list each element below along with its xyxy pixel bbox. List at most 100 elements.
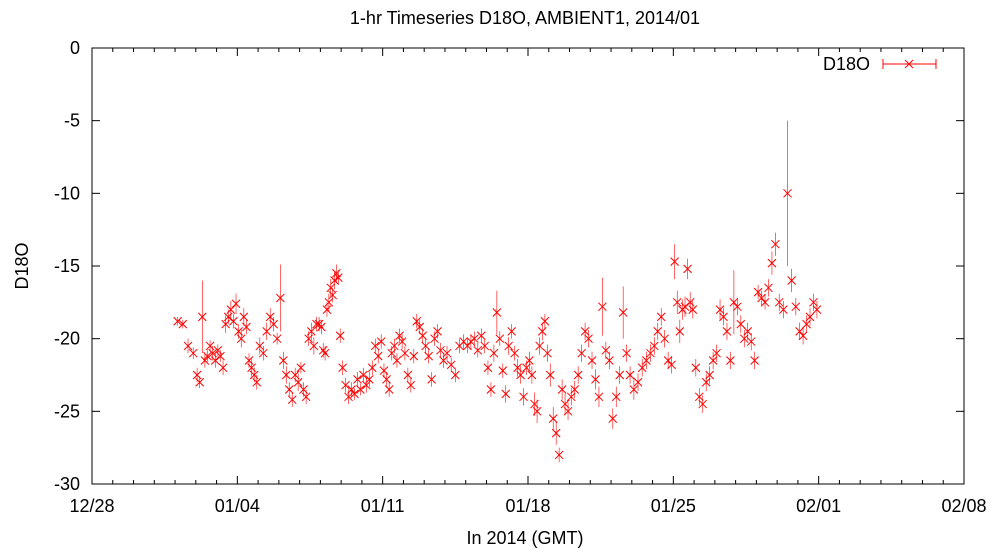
data-point — [611, 386, 621, 407]
data-point — [519, 388, 528, 406]
data-point — [236, 329, 246, 348]
data-point — [495, 331, 505, 346]
data-point — [694, 388, 704, 406]
x-tick-label: 01/04 — [215, 496, 260, 516]
data-point — [328, 287, 338, 303]
data-point — [548, 406, 558, 431]
chart-title: 1-hr Timeseries D18O, AMBIENT1, 2014/01 — [350, 8, 700, 28]
data-point — [178, 319, 188, 329]
data-point — [633, 373, 643, 391]
data-point — [580, 322, 590, 341]
data-point — [284, 382, 294, 397]
data-point — [653, 322, 663, 341]
data-point — [324, 293, 334, 312]
data-point — [722, 322, 732, 341]
legend-label-d18o: D18O — [823, 54, 870, 74]
data-point — [470, 331, 479, 346]
data-point — [663, 351, 673, 370]
data-point — [812, 300, 822, 319]
data-point — [406, 377, 416, 393]
data-point — [424, 348, 433, 364]
data-point — [767, 251, 777, 275]
data-point — [229, 313, 238, 329]
data-point — [598, 277, 607, 336]
data-point — [787, 268, 797, 293]
data-point — [376, 334, 386, 349]
data-point — [660, 329, 670, 348]
x-tick-label: 01/11 — [361, 496, 405, 516]
data-point — [795, 322, 804, 341]
x-axis: 12/28 01/04 01/11 01/18 01/25 02/01 02/08 — [69, 48, 987, 516]
data-point — [715, 299, 725, 320]
data-point — [350, 388, 359, 400]
y-tick-label: -10 — [54, 183, 80, 203]
data-point — [188, 347, 198, 360]
data-point — [698, 395, 708, 413]
data-point — [507, 324, 517, 339]
data-point — [743, 322, 753, 341]
data-point — [736, 315, 746, 333]
data-point — [210, 353, 220, 368]
data-point — [287, 392, 297, 407]
data-point — [353, 372, 362, 387]
data-point — [216, 350, 225, 362]
data-point — [712, 344, 721, 362]
data-point — [732, 297, 742, 316]
data-point — [809, 293, 818, 312]
data-point — [486, 382, 496, 397]
data-point — [195, 376, 205, 389]
data-point — [218, 360, 228, 375]
data-point — [400, 345, 410, 361]
data-point — [203, 350, 212, 362]
x-tick-label: 12/28 — [69, 496, 114, 516]
data-point — [691, 359, 701, 377]
data-point — [373, 348, 383, 364]
data-point — [258, 345, 268, 361]
data-point — [656, 308, 666, 326]
data-point — [601, 341, 611, 360]
data-point — [570, 380, 580, 399]
data-point — [335, 328, 345, 344]
data-point — [757, 290, 766, 306]
data-point — [338, 360, 347, 375]
data-point — [516, 366, 525, 384]
y-axis: 0 -5 -10 -15 -20 -25 -30 — [54, 38, 964, 494]
data-point — [591, 369, 600, 390]
data-point — [418, 328, 428, 344]
data-point — [492, 290, 502, 335]
legend-marker-d18o — [882, 59, 937, 69]
data-point — [791, 297, 801, 316]
data-point — [594, 386, 604, 407]
data-point — [463, 338, 472, 354]
data-point — [746, 332, 756, 351]
data-point — [802, 315, 811, 333]
data-point — [341, 377, 350, 393]
data-point — [563, 402, 573, 421]
data-point — [566, 388, 576, 406]
data-point — [764, 279, 773, 297]
data-point — [688, 300, 698, 319]
y-tick-label: -30 — [54, 474, 80, 494]
data-point — [436, 343, 445, 358]
data-point — [608, 408, 618, 429]
data-point — [543, 344, 552, 362]
data-point — [450, 367, 460, 383]
y-tick-label: -25 — [54, 401, 80, 421]
data-point — [382, 372, 391, 387]
data-point — [557, 379, 567, 400]
data-point — [231, 293, 241, 314]
data-point — [306, 322, 316, 341]
data-point — [760, 295, 770, 310]
data-point — [483, 360, 493, 375]
data-point — [370, 338, 380, 354]
data-point — [473, 343, 483, 358]
data-point — [540, 313, 550, 329]
x-axis-label: In 2014 (GMT) — [466, 528, 583, 548]
data-point — [333, 270, 343, 285]
data-point — [364, 372, 374, 387]
data-point — [551, 421, 561, 445]
data-point — [739, 329, 749, 348]
data-point — [545, 363, 555, 387]
data-point — [239, 308, 249, 326]
data-point — [527, 366, 537, 384]
